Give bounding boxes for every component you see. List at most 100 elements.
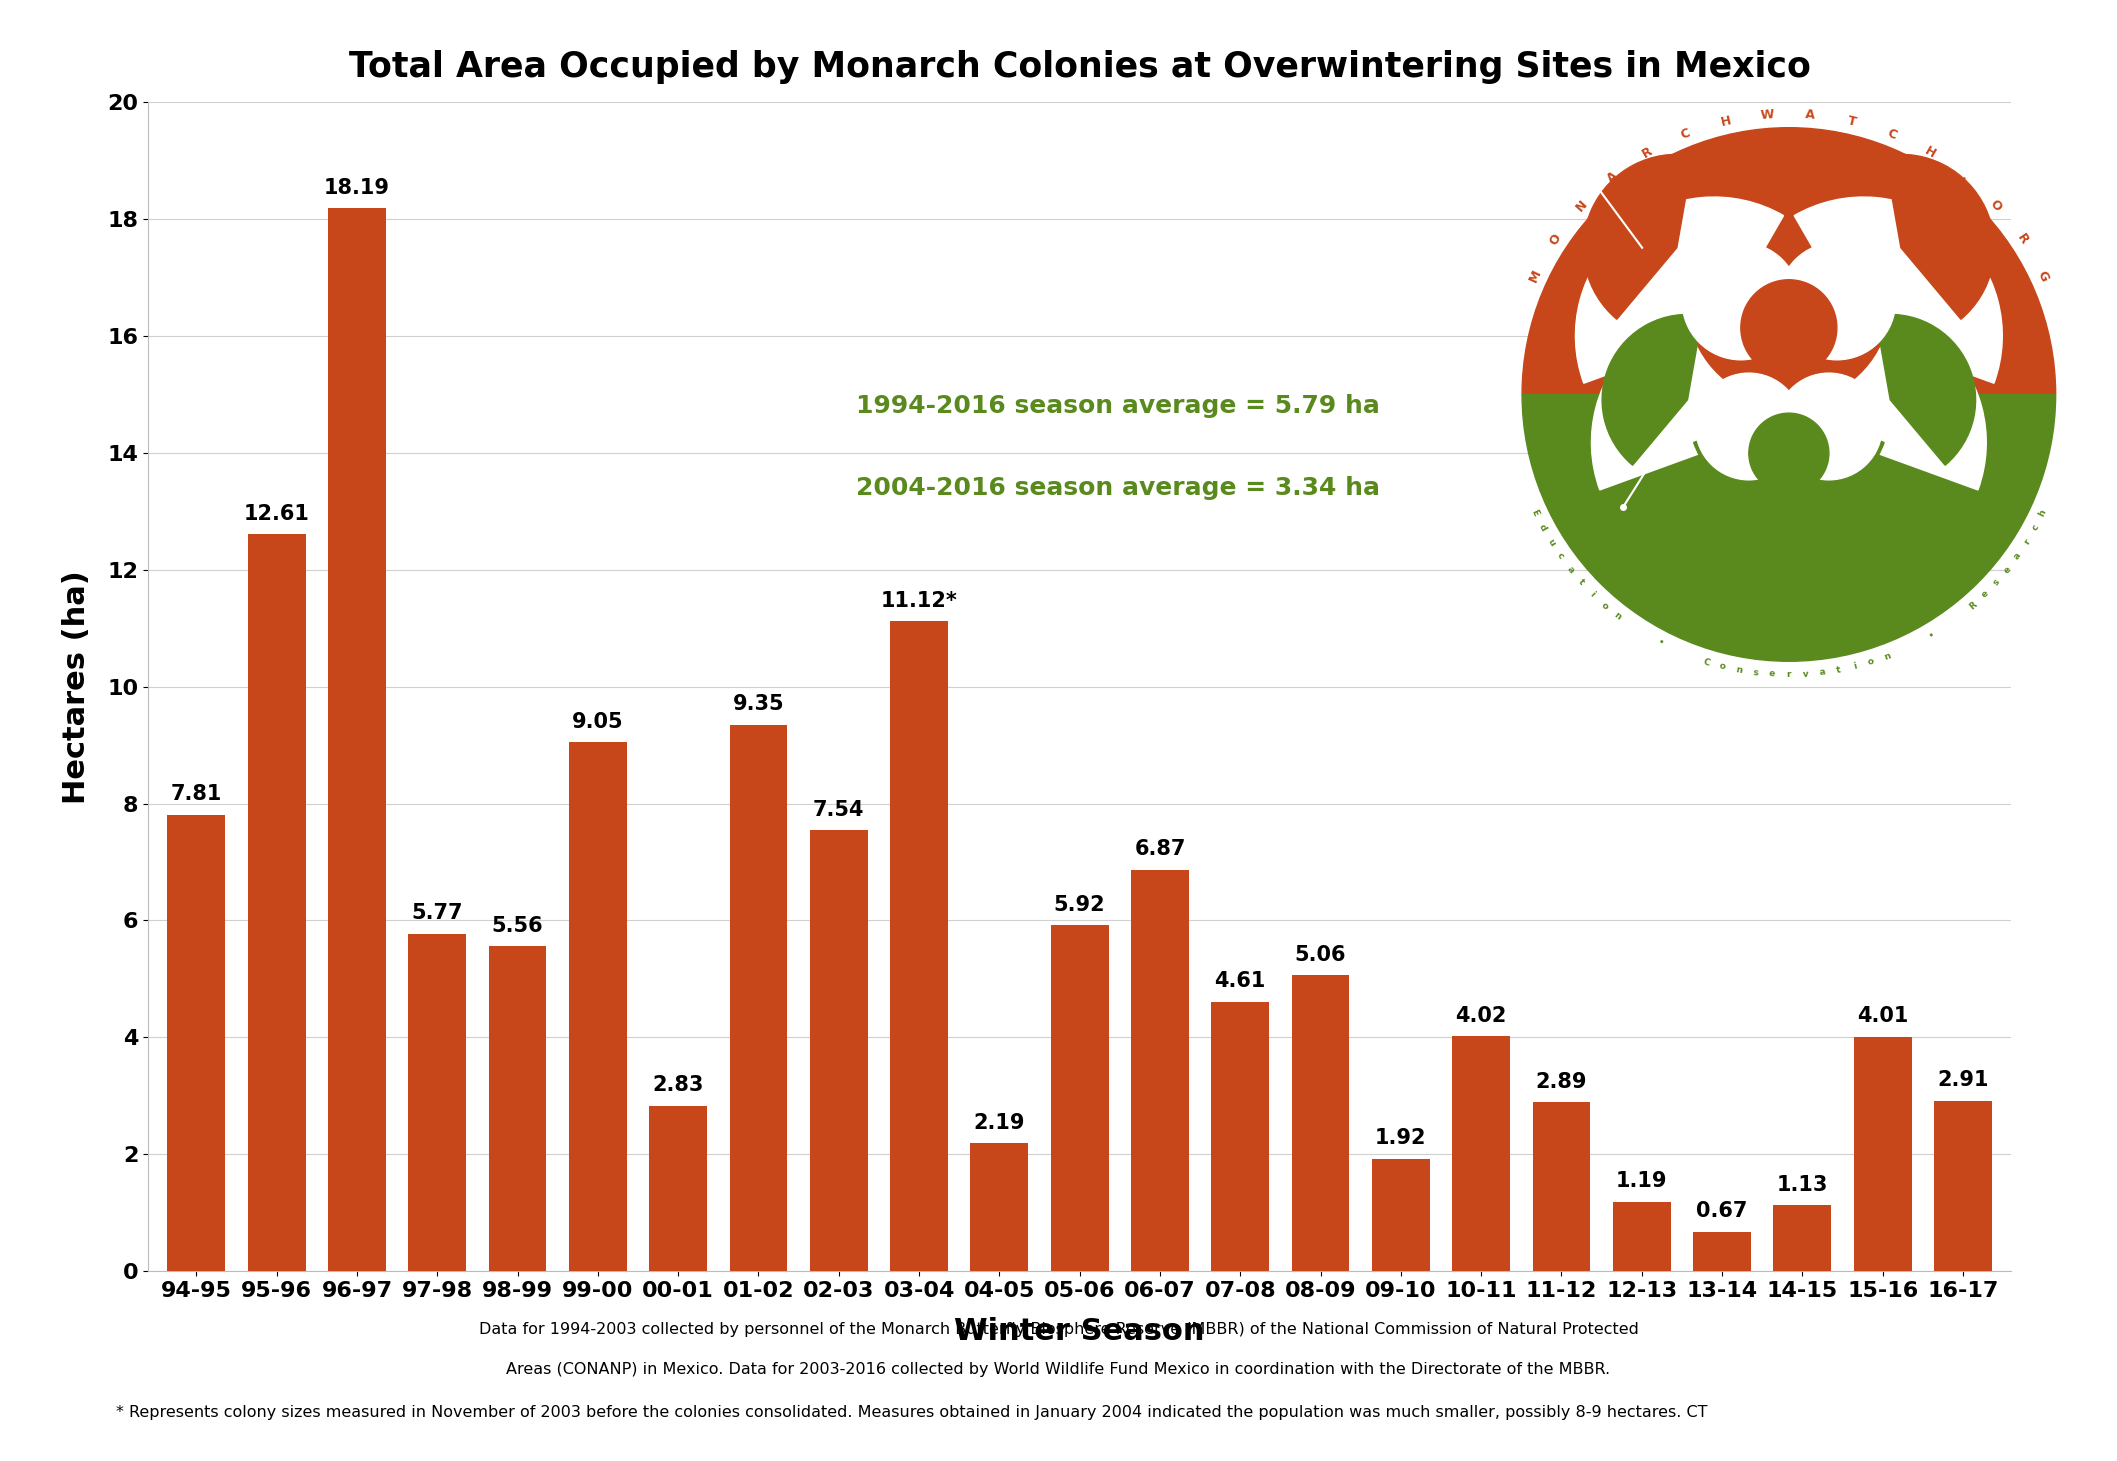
Text: c: c	[1554, 551, 1564, 561]
Bar	[409, 934, 466, 1271]
Bar	[1050, 925, 1109, 1271]
Wedge shape	[1603, 314, 1702, 465]
Text: 18.19: 18.19	[324, 178, 390, 197]
Wedge shape	[1876, 314, 1975, 465]
Text: r: r	[1787, 671, 1791, 679]
Wedge shape	[1522, 127, 2056, 394]
Text: u: u	[1545, 538, 1556, 548]
Text: G: G	[2034, 269, 2051, 283]
Text: O: O	[1548, 231, 1564, 247]
Wedge shape	[1749, 413, 1829, 494]
Text: W: W	[1761, 108, 1774, 123]
Text: O: O	[1988, 197, 2005, 215]
Text: 5.06: 5.06	[1296, 945, 1346, 964]
Text: 2.19: 2.19	[974, 1113, 1025, 1132]
Wedge shape	[1694, 301, 1884, 402]
Text: t: t	[1577, 577, 1586, 587]
Bar	[1854, 1037, 1912, 1271]
Text: e: e	[1770, 669, 1776, 679]
Text: s: s	[1992, 577, 2003, 587]
Wedge shape	[1584, 155, 1694, 320]
Wedge shape	[1884, 155, 1994, 320]
Wedge shape	[1778, 304, 1986, 489]
Wedge shape	[1575, 197, 1783, 383]
Bar	[1935, 1102, 1992, 1271]
Text: 2004-2016 season average = 3.34 ha: 2004-2016 season average = 3.34 ha	[855, 476, 1380, 500]
Text: e: e	[1979, 589, 1990, 599]
Text: o: o	[1600, 600, 1611, 611]
Text: .: .	[1958, 171, 1971, 183]
Bar	[889, 621, 948, 1271]
Text: * Represents colony sizes measured in November of 2003 before the colonies conso: * Represents colony sizes measured in No…	[116, 1405, 1708, 1420]
Text: 6.87: 6.87	[1135, 839, 1186, 859]
Text: 7.81: 7.81	[171, 785, 222, 804]
Bar	[970, 1143, 1029, 1271]
Bar	[1613, 1201, 1670, 1271]
Text: 2.91: 2.91	[1937, 1071, 1988, 1090]
Bar	[1452, 1036, 1509, 1271]
Bar	[1211, 1002, 1270, 1271]
Text: v: v	[1802, 669, 1808, 679]
Text: t: t	[1835, 665, 1842, 675]
Text: R: R	[2013, 231, 2030, 247]
Bar	[328, 207, 385, 1271]
Text: H: H	[1719, 114, 1732, 129]
Text: T: T	[1846, 114, 1857, 129]
Text: C: C	[1886, 127, 1899, 142]
Circle shape	[1696, 373, 1802, 479]
Text: 4.01: 4.01	[1857, 1007, 1907, 1026]
Text: 5.92: 5.92	[1054, 894, 1105, 915]
Wedge shape	[1592, 304, 1799, 489]
Text: 1.92: 1.92	[1376, 1128, 1427, 1148]
Y-axis label: Hectares (ha): Hectares (ha)	[61, 570, 91, 804]
Text: i: i	[1852, 662, 1859, 672]
Text: h: h	[2037, 508, 2049, 517]
Text: 2.89: 2.89	[1535, 1072, 1588, 1091]
Text: H: H	[1922, 145, 1937, 161]
Text: 4.02: 4.02	[1456, 1005, 1507, 1026]
Text: i: i	[1588, 590, 1596, 599]
Text: d: d	[1537, 523, 1548, 533]
Text: 1.13: 1.13	[1776, 1175, 1829, 1195]
Text: o: o	[1719, 662, 1727, 672]
Title: Total Area Occupied by Monarch Colonies at Overwintering Sites in Mexico: Total Area Occupied by Monarch Colonies …	[349, 50, 1810, 85]
Text: A: A	[1804, 108, 1814, 121]
Text: s: s	[1753, 668, 1759, 678]
Text: E: E	[1531, 508, 1541, 517]
Text: 5.56: 5.56	[491, 916, 544, 935]
Text: a: a	[1819, 668, 1825, 678]
Text: o: o	[1867, 657, 1876, 668]
Text: •: •	[1655, 638, 1664, 649]
Text: a: a	[2011, 551, 2024, 561]
Bar	[248, 535, 305, 1271]
Text: n: n	[1882, 652, 1893, 662]
Text: 1.19: 1.19	[1615, 1172, 1668, 1191]
Bar	[730, 725, 788, 1271]
Text: N: N	[1573, 197, 1590, 213]
Circle shape	[1778, 243, 1895, 359]
Text: 11.12*: 11.12*	[881, 590, 957, 611]
Text: 2.83: 2.83	[652, 1075, 703, 1096]
Text: •: •	[1929, 630, 1937, 640]
Text: n: n	[1736, 665, 1742, 675]
X-axis label: Winter Season: Winter Season	[955, 1318, 1205, 1347]
Text: A: A	[1605, 168, 1620, 186]
Text: R: R	[1641, 145, 1655, 161]
Wedge shape	[1694, 408, 1884, 510]
Text: R: R	[1967, 600, 1979, 611]
Text: 0.67: 0.67	[1696, 1201, 1749, 1221]
Bar	[167, 815, 224, 1271]
Text: a: a	[1564, 564, 1575, 574]
Bar	[569, 742, 627, 1271]
Text: e: e	[2003, 564, 2013, 574]
Bar	[1774, 1205, 1831, 1271]
Text: 12.61: 12.61	[243, 504, 309, 523]
Bar	[811, 830, 868, 1271]
Wedge shape	[1795, 197, 2003, 383]
Bar	[1694, 1232, 1751, 1271]
Text: C: C	[1702, 657, 1711, 668]
Circle shape	[1683, 243, 1799, 359]
Text: Data for 1994-2003 collected by personnel of the Monarch Butterfly Biosphere Res: Data for 1994-2003 collected by personne…	[478, 1322, 1639, 1337]
Wedge shape	[1740, 279, 1838, 375]
Bar	[1533, 1102, 1590, 1271]
